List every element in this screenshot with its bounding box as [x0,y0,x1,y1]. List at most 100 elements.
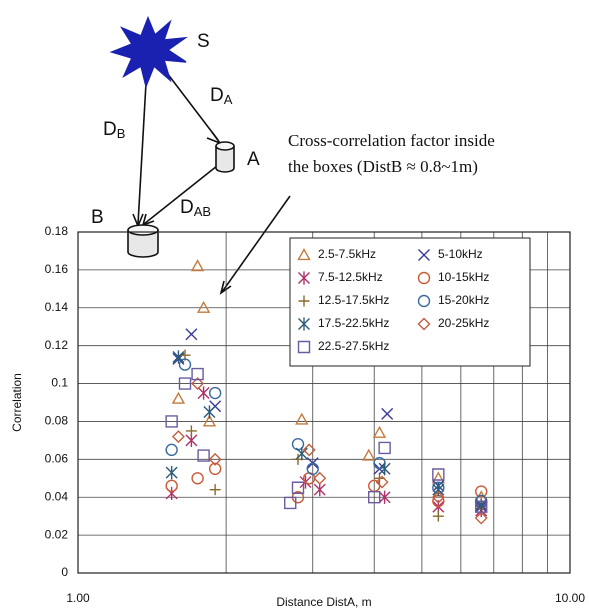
legend-marker [297,248,311,261]
y-tick-label: 0.1 [51,376,68,390]
legend-marker [417,271,431,285]
x-axis-label: Distance DistA, m [276,595,371,609]
point [196,300,211,313]
point [378,441,391,455]
legend-label: 22.5-27.5kHz [318,339,389,353]
legend-marker [298,295,310,307]
y-axis-label: Correlation [10,373,24,432]
legend-label: 17.5-22.5kHz [318,316,389,330]
legend-label: 12.5-17.5kHz [318,293,389,307]
legend-label: 2.5-7.5kHz [318,247,376,261]
point [378,490,391,504]
cylinder-top [215,141,235,151]
point [178,377,192,390]
legend-box [289,237,531,367]
point [185,425,197,437]
point [284,496,297,510]
cylinder [127,230,159,258]
plot-frame [77,231,571,574]
y-tick-label: 0.06 [45,452,69,466]
label-b: B [91,207,104,228]
y-tick-label: 0.18 [45,224,69,238]
point [375,475,389,489]
annotation: Cross-correlation factor inside [288,131,495,150]
point [165,479,178,492]
point [368,491,381,504]
legend-label: 15-20kHz [438,293,489,307]
point [203,405,216,419]
y-tick-label: 0.16 [45,262,69,276]
point [191,367,204,381]
y-tick-label: 0.12 [45,338,69,352]
x-tick-label: 1.00 [66,591,90,605]
point [191,472,204,485]
cylinder-top [127,224,159,236]
legend-marker [297,340,311,354]
source-star [109,15,188,89]
cylinder [215,146,235,173]
label-s: S [197,31,210,52]
legend-marker [417,317,431,331]
base: D [103,119,117,140]
point [302,443,316,457]
point [190,259,205,272]
sub: B [117,126,126,141]
point [208,386,222,400]
point [208,452,222,466]
point [432,494,445,508]
legend-label: 20-25kHz [438,316,489,330]
annotation: the boxes (DistB ≈ 0.8~1m) [288,157,478,176]
point [209,484,221,496]
point [362,448,376,461]
point [178,358,192,371]
y-tick-label: 0.04 [45,489,69,503]
y-tick-label: 0.08 [45,414,69,428]
sub: A [224,92,233,107]
arrow [143,161,223,225]
point [295,447,308,461]
base: D [180,197,194,218]
annotation-arrow [221,195,291,293]
legend-marker [298,271,310,285]
point [372,425,387,438]
point [197,386,210,400]
point [165,465,178,480]
legend-label: 5-10kHz [438,247,483,261]
arrowhead [206,131,223,145]
legend-label: 7.5-12.5kHz [318,270,383,284]
point [172,350,185,364]
y-tick-label: 0.02 [45,527,69,541]
point [475,500,488,513]
point [378,462,391,476]
point [165,415,178,428]
point [474,511,488,525]
x-tick-label: 10.00 [555,591,585,605]
point [432,468,445,481]
point [295,412,309,425]
point [291,438,305,451]
point [291,481,305,494]
y-tick-label: 0 [61,565,68,579]
point [171,430,185,444]
legend-marker [417,294,431,308]
point [381,407,394,420]
legend-marker [298,317,310,331]
label-db: DB [103,119,125,141]
base: D [210,85,224,106]
point [171,391,186,404]
point [202,414,217,427]
point [313,483,326,497]
arrowhead [219,280,232,295]
legend-marker [418,249,430,261]
point [431,490,445,504]
y-tick-label: 0.14 [45,300,69,314]
diagram [109,15,291,295]
legend-label: 10-15kHz [438,270,489,284]
sub: AB [194,204,211,219]
point [191,377,205,391]
point [197,449,210,462]
point [306,462,319,475]
point [185,328,198,341]
